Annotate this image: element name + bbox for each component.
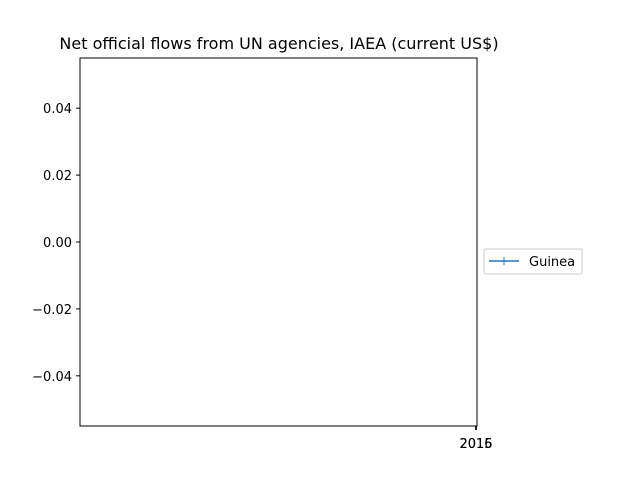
- y-tick-label: 0.00: [43, 236, 72, 251]
- plot-area-frame: [79, 57, 478, 427]
- y-axis: 0.04 0.02 0.00 −0.02 −0.04: [32, 102, 80, 385]
- legend-frame: [483, 248, 583, 275]
- x-tick-label: 2015: [459, 437, 492, 452]
- x-tick-label: 2016: [459, 437, 492, 452]
- y-tick-label: 0.04: [43, 102, 72, 117]
- chart-title: Net official flows from UN agencies, IAE…: [59, 34, 498, 53]
- legend: Guinea: [483, 248, 583, 275]
- y-tick-label: 0.02: [43, 169, 72, 184]
- y-tick-label: −0.04: [32, 370, 72, 385]
- legend-label-guinea: Guinea: [529, 255, 575, 270]
- y-tick-label: −0.02: [32, 303, 72, 318]
